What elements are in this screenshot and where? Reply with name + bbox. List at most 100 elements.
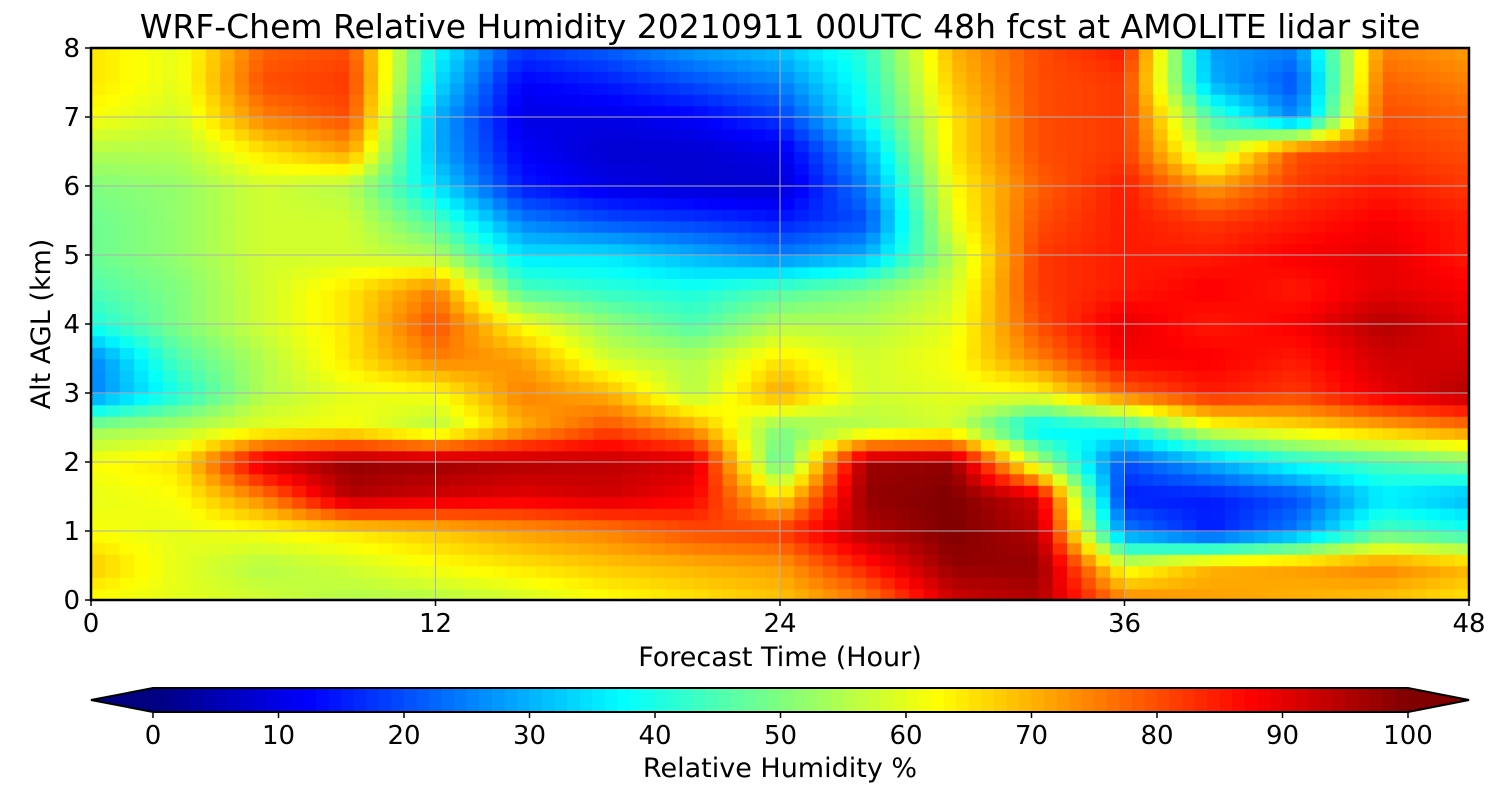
heatmap-cell (1311, 232, 1327, 245)
heatmap-cell (1167, 324, 1183, 337)
heatmap-cell (1282, 370, 1298, 383)
heatmap-cell (909, 312, 925, 325)
heatmap-cell (1124, 462, 1140, 475)
heatmap-cell (392, 209, 408, 222)
heatmap-cell (378, 128, 394, 141)
heatmap-cell (220, 117, 236, 130)
heatmap-cell (392, 197, 408, 210)
heatmap-cell (291, 347, 308, 360)
heatmap-cell (794, 243, 810, 256)
heatmap-cell (1124, 243, 1140, 256)
heatmap-cell (277, 312, 293, 325)
heatmap-cell (952, 197, 968, 210)
heatmap-cell (980, 473, 997, 486)
heatmap-cell (177, 347, 193, 360)
heatmap-cell (1368, 393, 1384, 406)
heatmap-cell (1153, 404, 1169, 417)
heatmap-cell (263, 542, 279, 555)
heatmap-cell (636, 450, 652, 463)
heatmap-cell (521, 508, 537, 521)
heatmap-cell (234, 462, 250, 475)
heatmap-cell (248, 531, 265, 544)
heatmap-cell (1268, 278, 1284, 291)
heatmap-cell (995, 393, 1011, 406)
heatmap-cell (780, 220, 796, 233)
heatmap-cell (650, 462, 666, 475)
heatmap-cell (622, 565, 638, 578)
heatmap-cell (1110, 312, 1126, 325)
heatmap-cell (91, 565, 107, 578)
heatmap-cell (521, 577, 537, 590)
heatmap-cell (980, 243, 997, 256)
heatmap-cell (1224, 128, 1241, 141)
heatmap-cell (1081, 48, 1097, 61)
heatmap-cell (952, 151, 968, 164)
heatmap-cell (780, 289, 796, 302)
heatmap-cell (722, 71, 738, 84)
heatmap-cell (736, 588, 753, 600)
heatmap-cell (593, 71, 609, 84)
heatmap-cell (1067, 243, 1083, 256)
heatmap-cell (335, 519, 351, 532)
heatmap-cell (1196, 473, 1212, 486)
heatmap-cell (564, 508, 580, 521)
heatmap-cell (1268, 335, 1284, 348)
heatmap-cell (1454, 82, 1469, 95)
colorbar-segment (956, 688, 970, 712)
heatmap-cell (866, 301, 882, 314)
heatmap-cell (1110, 450, 1126, 463)
heatmap-cell (952, 117, 968, 130)
heatmap-cell (1268, 266, 1284, 279)
heatmap-cell (177, 335, 193, 348)
heatmap-cell (866, 209, 882, 222)
heatmap-cell (693, 324, 710, 337)
heatmap-cell (378, 186, 394, 199)
heatmap-cell (679, 347, 695, 360)
heatmap-cell (880, 393, 896, 406)
heatmap-cell (751, 577, 767, 590)
heatmap-cell (751, 209, 767, 222)
heatmap-cell (1253, 370, 1269, 383)
heatmap-cell (406, 381, 422, 394)
heatmap-cell (880, 519, 896, 532)
heatmap-cell (349, 163, 365, 176)
heatmap-cell (722, 335, 738, 348)
heatmap-cell (894, 427, 910, 440)
heatmap-cell (1210, 163, 1226, 176)
heatmap-cell (492, 416, 509, 429)
heatmap-cell (1325, 220, 1341, 233)
heatmap-cell (392, 462, 408, 475)
heatmap-cell (1368, 105, 1384, 118)
heatmap-cell (1354, 48, 1370, 61)
colorbar-segment (1282, 688, 1296, 712)
heatmap-cell (1253, 232, 1269, 245)
heatmap-cell (1368, 588, 1384, 600)
heatmap-cell (1038, 347, 1054, 360)
heatmap-cell (148, 209, 164, 222)
heatmap-cell (550, 301, 566, 314)
heatmap-cell (851, 174, 867, 187)
heatmap-cell (650, 197, 666, 210)
heatmap-cell (579, 266, 595, 279)
heatmap-cell (995, 163, 1011, 176)
heatmap-cell (1067, 347, 1083, 360)
heatmap-cell (1440, 209, 1456, 222)
colorbar-segment (429, 688, 443, 712)
heatmap-cell (162, 450, 178, 463)
heatmap-cell (1181, 197, 1198, 210)
heatmap-cell (1411, 473, 1427, 486)
heatmap-cell (1052, 197, 1068, 210)
heatmap-cell (837, 519, 853, 532)
heatmap-cell (1024, 117, 1040, 130)
heatmap-cell (880, 324, 896, 337)
heatmap-cell (335, 278, 351, 291)
heatmap-cell (306, 289, 322, 302)
heatmap-cell (880, 59, 896, 72)
heatmap-cell (177, 163, 193, 176)
heatmap-cell (449, 324, 465, 337)
heatmap-cell (1138, 542, 1154, 555)
heatmap-cell (162, 404, 178, 417)
heatmap-cell (1325, 48, 1341, 61)
heatmap-cell (1110, 174, 1126, 187)
heatmap-cell (363, 71, 379, 84)
